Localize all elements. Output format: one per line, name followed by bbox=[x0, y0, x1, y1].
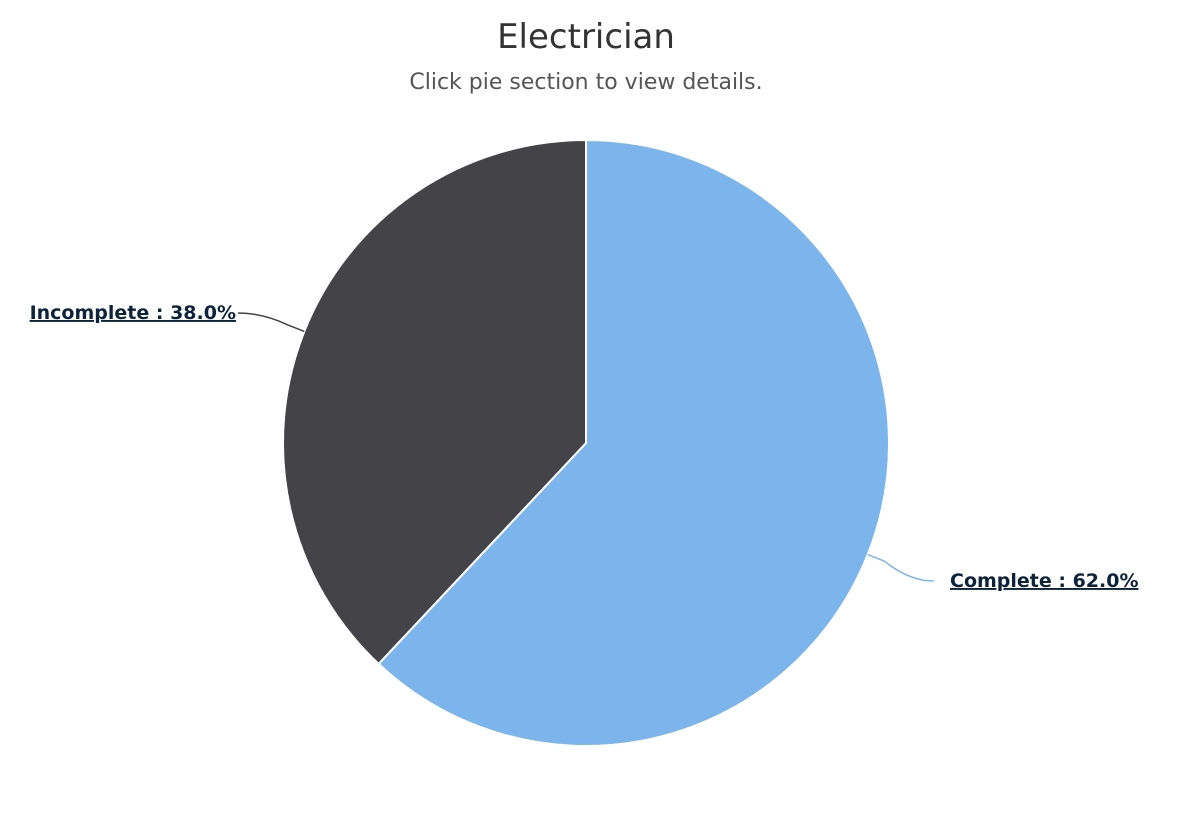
chart-title: Electrician bbox=[497, 17, 675, 57]
connector-incomplete bbox=[237, 312, 305, 333]
chart-subtitle: Click pie section to view details. bbox=[409, 70, 762, 95]
connector-complete bbox=[867, 553, 935, 582]
pie-slices bbox=[282, 138, 890, 747]
data-labels: Complete : 62.0% Incomplete : 38.0% bbox=[30, 302, 1139, 592]
data-label-incomplete[interactable]: Incomplete : 38.0% bbox=[30, 302, 236, 324]
label-connectors bbox=[237, 312, 935, 582]
pie-slice-complete[interactable] bbox=[377, 138, 890, 747]
data-label-complete[interactable]: Complete : 62.0% bbox=[950, 570, 1139, 592]
